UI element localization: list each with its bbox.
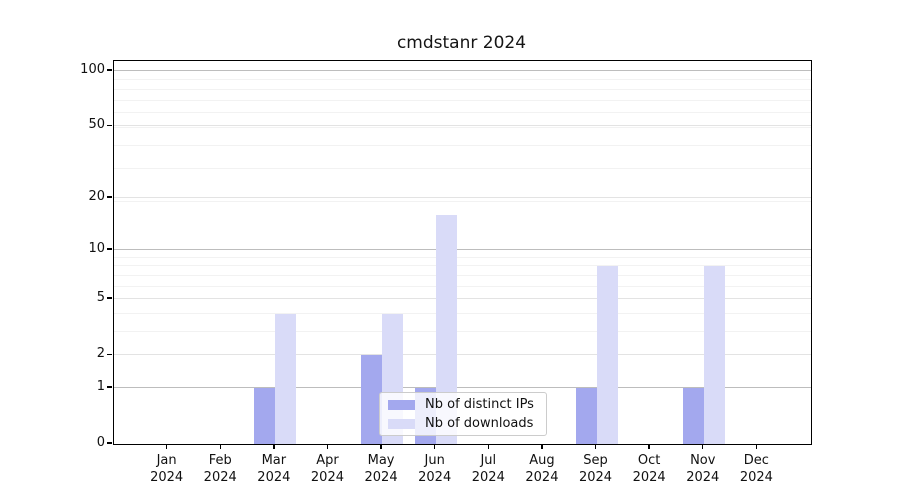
y-tick-mark: [107, 69, 112, 71]
x-tick-mark: [380, 444, 382, 450]
y-tick-mark: [107, 353, 112, 355]
y-tick-label: 0: [96, 435, 105, 450]
chart-title: cmdstanr 2024: [396, 33, 527, 53]
gridline: [114, 354, 811, 356]
gridline-minor: [114, 126, 811, 128]
gridline: [114, 249, 811, 251]
x-tick-label: Jan 2024: [150, 453, 184, 485]
gridline-minor: [114, 168, 811, 170]
legend-label-distinct-ips: Nb of distinct IPs: [425, 397, 534, 412]
gridline-minor: [114, 265, 811, 267]
y-tick-mark: [107, 196, 112, 198]
y-tick-mark: [107, 386, 112, 388]
y-tick-label: 20: [88, 188, 105, 204]
x-tick-mark: [702, 444, 704, 450]
bar-distinct-ips: [361, 355, 383, 444]
gridline: [114, 70, 811, 71]
x-tick-label: Nov 2024: [686, 453, 720, 485]
y-tick-label: 1: [96, 378, 105, 394]
x-tick-label: May 2024: [364, 453, 398, 485]
gridline-minor: [114, 285, 811, 287]
x-tick-mark: [326, 444, 329, 450]
bar-distinct-ips: [575, 387, 597, 444]
bar-downloads: [274, 313, 296, 444]
x-tick-label: Jul 2024: [471, 453, 505, 485]
x-tick-mark: [648, 444, 650, 450]
legend-swatch-distinct-ips: [388, 399, 415, 410]
x-tick-mark: [165, 444, 168, 450]
y-tick-label: 10: [88, 241, 105, 257]
gridline: [114, 298, 811, 300]
x-tick-label: Sep 2024: [578, 453, 613, 485]
gridline-minor: [114, 330, 811, 332]
y-tick-label: 100: [80, 62, 105, 77]
bar-downloads: [703, 266, 725, 444]
y-tick-mark: [107, 248, 112, 250]
gridline: [114, 196, 811, 198]
x-tick-label: Apr 2024: [310, 453, 344, 485]
y-tick-mark: [107, 442, 112, 444]
gridline-minor: [114, 99, 811, 101]
y-tick-mark: [107, 297, 112, 299]
x-tick-label: Oct 2024: [632, 453, 666, 485]
gridline-minor: [114, 312, 811, 314]
y-tick-label: 5: [96, 290, 105, 306]
x-tick-mark: [433, 444, 436, 450]
x-tick-mark: [219, 444, 221, 450]
legend-swatch-downloads: [388, 418, 415, 429]
bar-downloads: [596, 266, 618, 444]
gridline-minor: [114, 144, 811, 146]
y-tick-label: 50: [88, 117, 105, 133]
x-tick-mark: [273, 444, 275, 450]
gridline-minor: [114, 274, 811, 276]
legend: Nb of distinct IPs Nb of downloads: [379, 392, 547, 436]
x-tick-label: Feb 2024: [203, 453, 237, 485]
y-tick-mark: [107, 124, 112, 126]
gridline-minor: [114, 112, 811, 114]
bar-distinct-ips: [682, 387, 704, 444]
legend-label-downloads: Nb of downloads: [425, 416, 534, 431]
y-tick-label: 2: [96, 346, 105, 362]
plot-area: Nb of distinct IPs Nb of downloads: [113, 60, 812, 445]
x-tick-label: Aug 2024: [525, 453, 559, 485]
bar-distinct-ips: [253, 387, 275, 444]
gridline-minor: [114, 79, 811, 81]
gridline-minor: [114, 200, 811, 202]
x-tick-label: Mar 2024: [257, 453, 291, 485]
gridline: [114, 386, 811, 388]
gridline-minor: [114, 88, 811, 90]
gridline-minor: [114, 256, 811, 258]
x-tick-mark: [755, 444, 758, 450]
bar-downloads: [435, 215, 457, 444]
legend-entry-downloads: Nb of downloads: [388, 416, 546, 431]
legend-entry-distinct-ips: Nb of distinct IPs: [388, 397, 546, 412]
x-tick-mark: [594, 444, 597, 450]
x-tick-label: Dec 2024: [739, 453, 773, 485]
x-tick-mark: [541, 444, 543, 450]
x-tick-label: Jun 2024: [418, 453, 452, 485]
x-tick-mark: [487, 444, 489, 450]
gridline: [114, 125, 811, 127]
